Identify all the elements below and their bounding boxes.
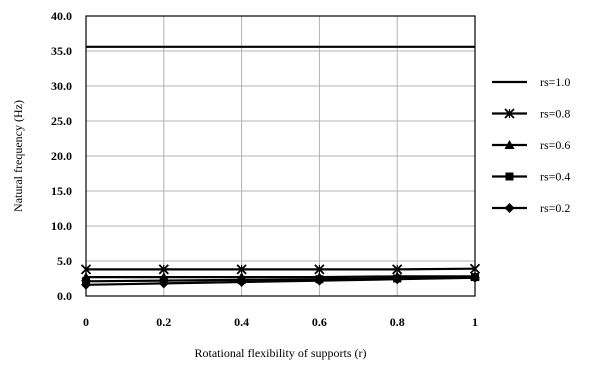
x-tick-label: 0.8	[390, 315, 405, 329]
x-tick-label: 1	[472, 315, 478, 329]
legend-label: rs=0.8	[540, 107, 570, 121]
x-tick-label: 0.4	[234, 315, 249, 329]
y-tick-label: 30.0	[51, 79, 72, 93]
legend-marker	[504, 203, 515, 213]
y-tick-label: 10.0	[51, 219, 72, 233]
grid-lines	[86, 16, 475, 296]
legend-item: rs=1.0	[492, 75, 570, 89]
legend-marker	[504, 108, 515, 119]
legend-item: rs=0.8	[492, 107, 570, 121]
legend-item: rs=0.4	[492, 170, 570, 184]
y-tick-label: 25.0	[51, 114, 72, 128]
y-tick-label: 5.0	[57, 254, 72, 268]
legend-label: rs=0.6	[540, 138, 570, 152]
x-tick-label: 0.2	[156, 315, 171, 329]
y-tick-label: 20.0	[51, 149, 72, 163]
legend-item: rs=0.6	[492, 138, 570, 152]
series-rs=0.8	[80, 263, 481, 275]
y-tick-label: 15.0	[51, 184, 72, 198]
legend-label: rs=1.0	[540, 75, 570, 89]
y-axis-ticks: 0.0 5.0 10.0 15.0 20.0 25.0 30.0 35.0 40.0	[51, 9, 72, 303]
y-tick-label: 35.0	[51, 44, 72, 58]
legend-label: rs=0.2	[540, 201, 570, 215]
plot-area	[85, 15, 476, 297]
x-tick-label: 0	[83, 315, 89, 329]
series-layer	[80, 45, 481, 290]
legend-marker	[505, 172, 514, 181]
legend-marker	[504, 140, 515, 149]
series-line	[86, 275, 475, 279]
legend-item: rs=0.2	[492, 201, 570, 215]
series-line	[86, 267, 476, 271]
legend: rs=1.0 rs=0.8 rs=0.6 rs=0.4 rs=0.2	[492, 75, 570, 215]
x-tick-label: 0.6	[312, 315, 327, 329]
data-point-marker	[392, 274, 403, 285]
x-axis-title: Rotational flexibility of supports (r)	[195, 346, 367, 360]
y-axis-title: Natural frequency (Hz)	[11, 100, 25, 212]
x-axis-ticks: 0 0.2 0.4 0.6 0.8 1	[83, 315, 478, 329]
data-point-marker	[314, 275, 325, 286]
data-point-marker	[236, 277, 247, 287]
series-line	[85, 276, 476, 286]
data-point-marker	[158, 278, 169, 289]
y-tick-label: 0.0	[57, 289, 72, 303]
y-tick-label: 40.0	[51, 9, 72, 23]
legend-label: rs=0.4	[540, 170, 570, 184]
